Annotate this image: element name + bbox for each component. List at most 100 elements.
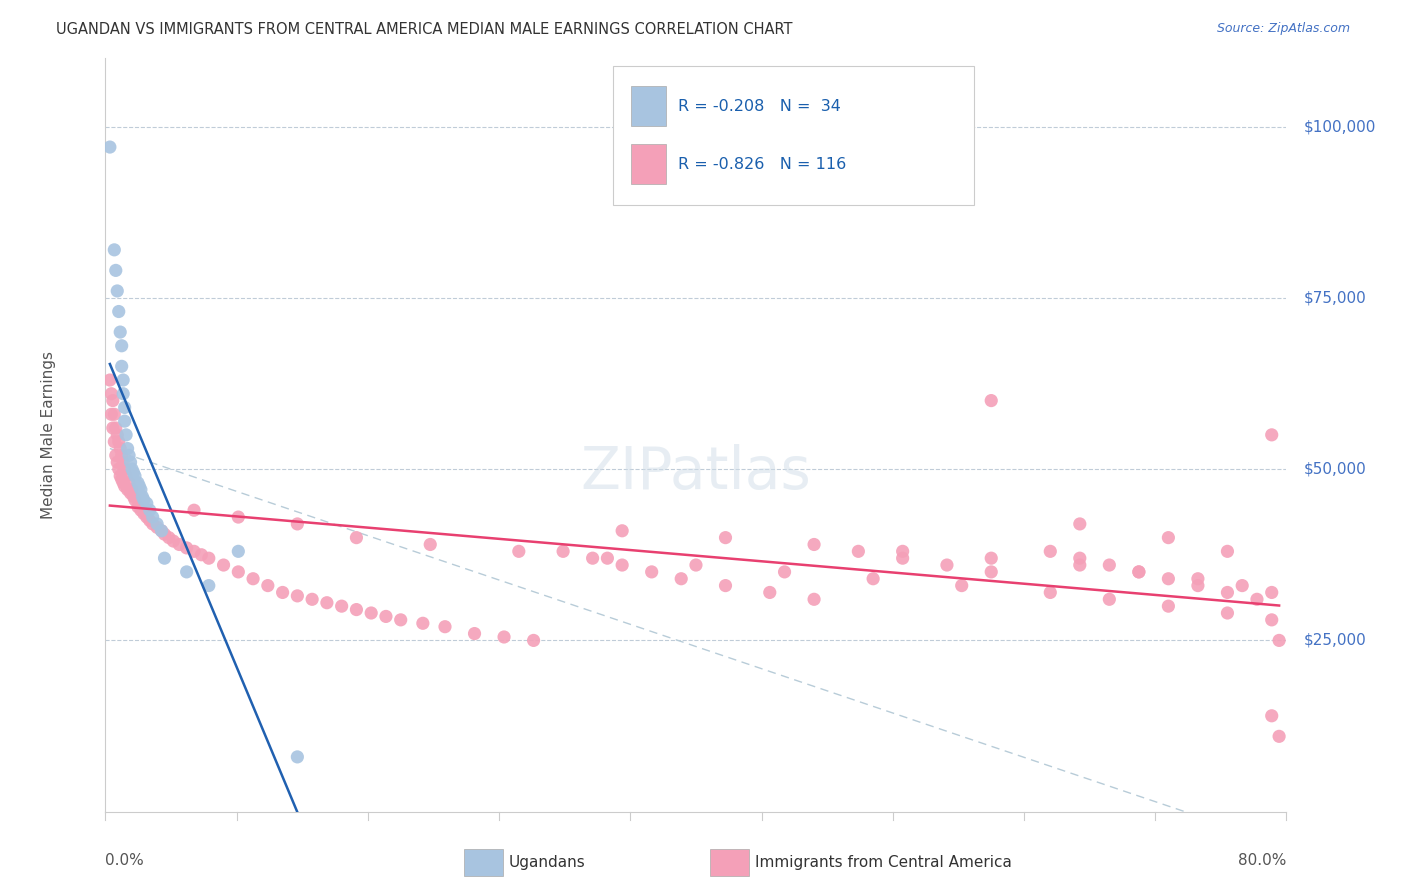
Point: [153, 551, 176, 566]
Text: Ugandans: Ugandans: [509, 855, 586, 870]
Point: [846, 544, 869, 558]
Text: $75,000: $75,000: [1305, 290, 1367, 305]
Point: [1187, 572, 1209, 586]
Point: [226, 544, 250, 558]
Point: [1246, 592, 1268, 607]
Point: [146, 520, 169, 534]
Point: [103, 434, 125, 449]
Point: [640, 565, 664, 579]
Point: [105, 284, 128, 298]
Point: [1268, 730, 1291, 744]
Point: [176, 565, 198, 579]
Point: [714, 531, 737, 545]
Point: [935, 558, 957, 572]
Point: [150, 524, 173, 538]
Point: [1128, 565, 1150, 579]
Point: [114, 462, 136, 476]
Point: [117, 483, 139, 497]
Point: [980, 551, 1002, 566]
Point: [142, 510, 165, 524]
Point: [1216, 544, 1239, 558]
Point: [111, 359, 134, 374]
Point: [197, 579, 219, 593]
Point: [104, 421, 127, 435]
Point: [122, 490, 145, 504]
Point: [110, 442, 132, 456]
Point: [610, 524, 633, 538]
Point: [101, 393, 124, 408]
Point: [118, 449, 141, 463]
Point: [135, 510, 157, 524]
Point: [128, 479, 150, 493]
Text: 80.0%: 80.0%: [1239, 853, 1286, 868]
Point: [157, 531, 180, 545]
Point: [389, 613, 412, 627]
Point: [1069, 516, 1091, 531]
Point: [98, 140, 121, 154]
Point: [714, 579, 737, 593]
Point: [103, 407, 125, 421]
Point: [107, 462, 129, 476]
Point: [1187, 579, 1209, 593]
Point: [950, 579, 973, 593]
Point: [132, 492, 155, 507]
Point: [104, 263, 127, 277]
Point: [112, 373, 135, 387]
Point: [121, 462, 143, 476]
Point: [124, 492, 146, 507]
Point: [100, 386, 122, 401]
Point: [121, 483, 143, 497]
Point: [271, 585, 294, 599]
Point: [124, 469, 146, 483]
Point: [1260, 585, 1282, 599]
Point: [129, 503, 152, 517]
Point: [256, 579, 278, 593]
Point: [522, 633, 544, 648]
Point: [492, 630, 515, 644]
Text: Median Male Earnings: Median Male Earnings: [41, 351, 56, 519]
Point: [1069, 551, 1091, 566]
Point: [1157, 572, 1180, 586]
Point: [1216, 606, 1239, 620]
Point: [287, 589, 309, 603]
Point: [551, 544, 574, 558]
Point: [226, 565, 250, 579]
Point: [101, 421, 124, 435]
Point: [107, 304, 129, 318]
Point: [112, 386, 135, 401]
Text: Immigrants from Central America: Immigrants from Central America: [755, 855, 1012, 870]
Point: [115, 428, 138, 442]
Point: [581, 551, 603, 566]
Point: [242, 572, 264, 586]
Point: [129, 483, 152, 497]
Text: $100,000: $100,000: [1305, 119, 1376, 134]
Point: [110, 325, 132, 339]
Point: [1230, 579, 1253, 593]
Point: [891, 551, 914, 566]
Point: [1098, 592, 1121, 607]
Point: [346, 531, 368, 545]
Point: [118, 475, 141, 490]
Point: [1216, 585, 1239, 599]
Point: [1039, 585, 1062, 599]
Point: [105, 428, 128, 442]
Point: [100, 407, 122, 421]
Point: [596, 551, 619, 566]
Point: [301, 592, 323, 607]
Text: $25,000: $25,000: [1305, 633, 1367, 648]
Point: [190, 548, 212, 562]
Point: [212, 558, 235, 572]
Point: [135, 496, 157, 510]
Point: [162, 534, 184, 549]
Point: [120, 455, 142, 469]
Point: [803, 592, 825, 607]
Point: [287, 750, 309, 764]
Point: [150, 524, 173, 538]
Point: [508, 544, 530, 558]
Point: [433, 620, 456, 634]
Point: [891, 544, 914, 558]
Point: [169, 537, 191, 551]
Point: [1260, 613, 1282, 627]
Text: Source: ZipAtlas.com: Source: ZipAtlas.com: [1216, 22, 1350, 36]
Point: [197, 551, 219, 566]
